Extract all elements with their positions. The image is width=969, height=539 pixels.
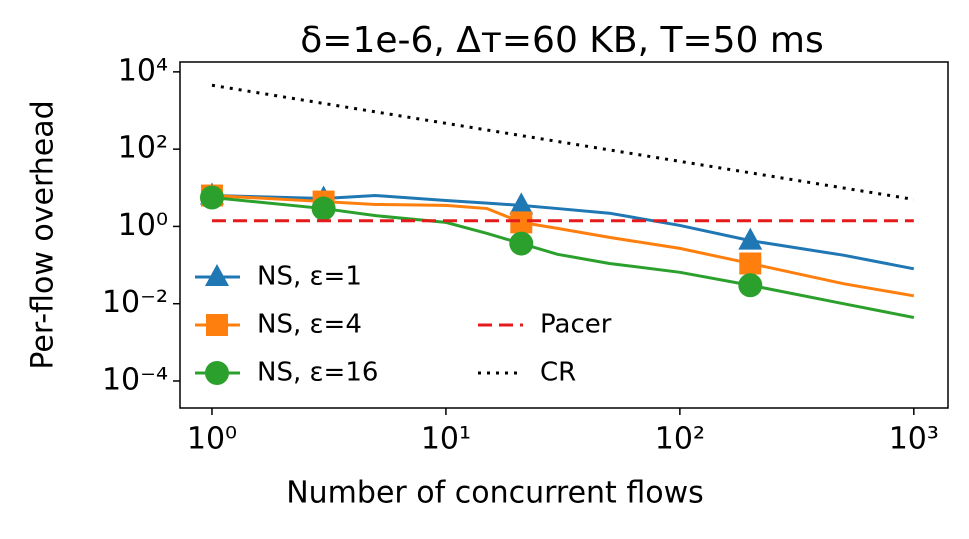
y-tick-label: 10⁻⁴ [102,362,168,397]
y-axis-label: Per-flow overhead [26,100,61,369]
legend-label: NS, ε=1 [257,262,362,292]
data-marker [510,211,533,234]
data-marker [311,196,336,221]
series-line [211,196,915,319]
legend-label: NS, ε=16 [257,358,378,388]
series-line [211,194,915,298]
legend-marker [205,361,229,385]
data-marker [509,192,534,215]
data-marker [738,227,763,250]
x-tick-label: 10² [655,422,705,457]
x-tick-label: 10³ [889,422,939,457]
data-marker [199,185,224,210]
data-marker [739,252,762,275]
legend-marker [205,264,229,286]
data-marker [509,231,534,256]
x-tick-label: 10¹ [421,422,471,457]
series-line [211,194,915,271]
plot-frame [179,61,949,409]
legend-label: Pacer [540,310,612,340]
legend-marker [206,314,228,336]
x-axis-label: Number of concurrent flows [286,476,704,511]
y-tick-label: 10² [118,131,168,166]
legend-label: CR [540,358,576,388]
chart-title: δ=1e-6, Δᴛ=60 KB, T=50 ms [300,20,823,61]
legend-label: NS, ε=4 [257,310,362,340]
series-line [211,83,915,201]
y-tick-label: 10⁻² [102,285,168,320]
x-tick-label: 10⁰ [187,422,237,457]
data-marker [738,273,763,298]
y-tick-label: 10⁰ [118,208,168,243]
y-tick-label: 10⁴ [118,53,168,88]
